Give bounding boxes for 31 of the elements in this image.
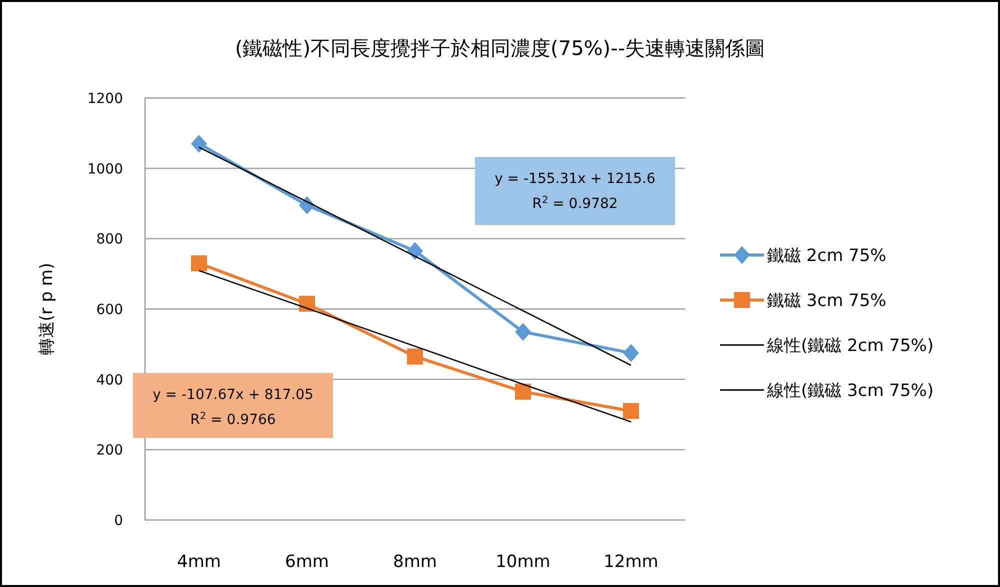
- point: [299, 296, 315, 312]
- y-tick-label: 600: [96, 302, 123, 318]
- legend-label: 鐵磁 2cm 75%: [767, 246, 886, 266]
- x-tick-label: 8mm: [393, 552, 437, 572]
- y-tick-label: 800: [96, 232, 123, 248]
- point: [515, 322, 531, 341]
- legend-label: 鐵磁 3cm 75%: [767, 291, 886, 311]
- point: [623, 402, 639, 419]
- y-tick-label: 0: [114, 513, 123, 529]
- point: [191, 134, 207, 153]
- annotation: R$^{2}$ = 0.9782: [532, 194, 618, 212]
- annotation: y = -107.67x + 817.05: [152, 387, 314, 403]
- x-tick-label: 10mm: [496, 552, 550, 572]
- x-tick-label: 6mm: [285, 552, 329, 572]
- point: [407, 242, 423, 260]
- x-tick-label: 4mm: [177, 552, 221, 572]
- point: [623, 344, 639, 362]
- x-tick-label: 12mm: [604, 552, 658, 572]
- legend-label: 線性(鐵磁 3cm 75%): [766, 381, 934, 401]
- annotation: R$^{2}$ = 0.9766: [190, 410, 276, 428]
- annotation: y = -155.31x + 1215.6: [494, 171, 656, 187]
- y-tick-label: 1000: [87, 161, 123, 178]
- y-tick-label: 400: [96, 372, 123, 388]
- y-tick-label: 1200: [87, 91, 123, 107]
- point: [407, 348, 423, 364]
- legend-label: 線性(鐵磁 2cm 75%): [766, 336, 934, 356]
- point: [515, 384, 531, 400]
- point: [191, 255, 207, 272]
- y-tick-label: 200: [96, 442, 123, 459]
- chart-title: (鐵磁性)不同長度攪拌子於相同濃度(75%)--失速轉速關係圖: [234, 36, 766, 60]
- y-axis-title: 轉速(r p m): [37, 262, 57, 356]
